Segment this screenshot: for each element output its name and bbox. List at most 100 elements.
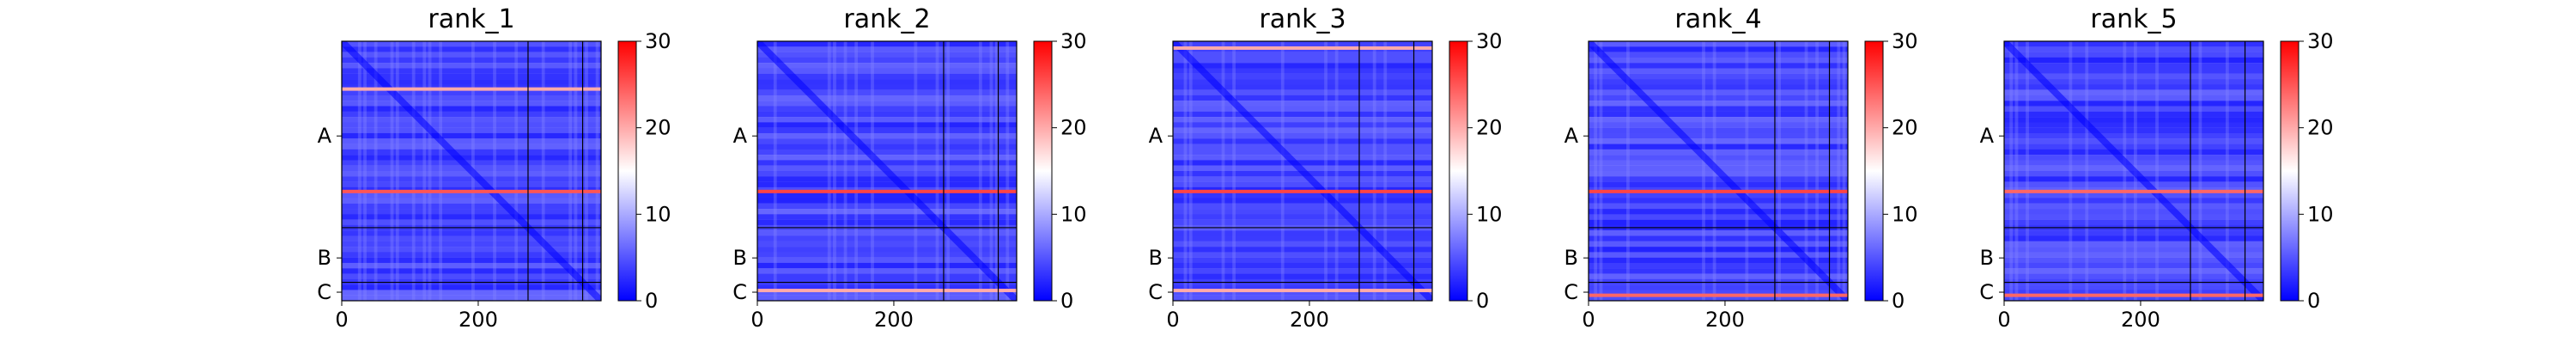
heatmap-row-band — [2004, 198, 2263, 204]
heatmap-row-band — [1589, 127, 1848, 134]
heatmap-row-band — [757, 106, 1017, 112]
heatmap-col-band — [773, 41, 777, 301]
y-tick-label: C — [1979, 280, 1994, 304]
y-tick-label: C — [732, 280, 747, 304]
heatmap-row-band — [1589, 149, 1848, 156]
heatmap-row-band — [2004, 203, 2263, 210]
heatmap-row-band — [1173, 111, 1432, 118]
heatmap-row-band — [1173, 127, 1432, 134]
heatmap-plot — [757, 41, 1017, 301]
heatmap-col-band — [2085, 41, 2089, 301]
heatmap-col-band — [843, 41, 848, 301]
heatmap-row-band — [1589, 181, 1848, 188]
heatmap-row-band — [342, 52, 601, 58]
x-tick-label: 0 — [1997, 308, 2010, 332]
heatmap-col-band — [1777, 41, 1781, 301]
heatmap-row-band — [342, 230, 601, 236]
heatmap-row-band — [757, 117, 1017, 123]
heatmap-row-band — [342, 176, 601, 182]
heatmap-row-band — [1173, 241, 1432, 247]
heatmap-row-band — [1173, 79, 1432, 85]
colorbar-tick-label: 10 — [2307, 202, 2334, 226]
heatmap-row-band — [2004, 209, 2263, 215]
heatmap-row-band — [2004, 192, 2263, 198]
colorbar-tick-label: 20 — [1476, 116, 1503, 140]
heatmap-row-band — [1589, 160, 1848, 166]
heatmap-row-band — [1173, 122, 1432, 128]
heatmap-row-band — [757, 252, 1017, 258]
heatmap-row-band — [1173, 262, 1432, 269]
heatmap-row-band — [2004, 273, 2263, 279]
heatmap-row-band — [1589, 63, 1848, 69]
heatmap-col-band — [357, 41, 361, 301]
heatmap-row-band — [1589, 106, 1848, 112]
heatmap-col-band — [914, 41, 918, 301]
heatmap-diagonal — [342, 41, 601, 301]
heatmap-row-band — [757, 262, 1017, 269]
heatmap-row-band — [757, 181, 1017, 188]
heatmap-row-band — [757, 84, 1017, 90]
heatmap-row-band — [1589, 268, 1848, 274]
heatmap-row-band — [1173, 284, 1432, 290]
heatmap-row-band — [342, 203, 601, 210]
x-tick-label: 0 — [750, 308, 763, 332]
heatmap-row-band — [2004, 143, 2263, 150]
heatmap-row-band — [2004, 95, 2263, 101]
heatmap-row-band — [1589, 57, 1848, 64]
heatmap-row-band — [1173, 203, 1432, 210]
y-tick-label: B — [1564, 246, 1578, 270]
chart-title: rank_2 — [843, 4, 930, 34]
heatmap-row-band — [1589, 247, 1848, 253]
heatmap-col-band — [595, 41, 599, 301]
heatmap-row-band — [2004, 138, 2263, 144]
colorbar-tick-label: 30 — [645, 29, 671, 53]
heatmap-col-band — [946, 41, 950, 301]
x-tick-label: 200 — [459, 308, 498, 332]
colorbar-tick-label: 10 — [1476, 202, 1503, 226]
y-tick-label: A — [733, 124, 748, 148]
heatmap-row-band — [1589, 192, 1848, 198]
heatmap-highlight-row — [1173, 289, 1432, 293]
heatmap-row-band — [342, 257, 601, 264]
chart-title: rank_1 — [428, 4, 514, 34]
heatmap-row-band — [1173, 95, 1432, 101]
heatmap-row-band — [2004, 214, 2263, 220]
x-tick-label: 0 — [335, 308, 348, 332]
plot-frame — [1172, 40, 1433, 302]
heatmap-row-band — [342, 235, 601, 241]
heatmap-row-band — [1173, 149, 1432, 156]
colorbar-tick-label: 20 — [1060, 116, 1087, 140]
y-tick-label: A — [318, 124, 332, 148]
heatmap-row-band — [2004, 181, 2263, 188]
heatmap-row-band — [1173, 101, 1432, 107]
heatmap-plot — [1589, 41, 1848, 301]
heatmap-row-band — [1589, 262, 1848, 269]
heatmap-col-band — [833, 41, 836, 301]
heatmap-highlight-row — [342, 87, 601, 91]
heatmap-row-band — [2004, 155, 2263, 161]
y-tick-label: C — [317, 280, 331, 304]
colorbar-tick-label: 30 — [1892, 29, 1918, 53]
heatmap-plot — [1173, 41, 1432, 301]
heatmap-row-band — [342, 89, 601, 96]
heatmap-row-band — [757, 257, 1017, 264]
heatmap-row-band — [1589, 257, 1848, 264]
heatmap-col-band — [374, 41, 378, 301]
heatmap-col-band — [1383, 41, 1388, 301]
heatmap-col-band — [395, 41, 399, 301]
heatmap-row-band — [757, 41, 1017, 47]
plot-frame — [1588, 40, 1849, 302]
heatmap-row-band — [1589, 273, 1848, 279]
heatmap-row-band — [2004, 79, 2263, 85]
heatmap-row-band — [1589, 198, 1848, 204]
heatmap-col-band — [1334, 41, 1339, 301]
heatmap-col-band — [827, 41, 831, 301]
x-tick-label: 200 — [874, 308, 914, 332]
heatmap-row-band — [2004, 57, 2263, 64]
colorbar — [1864, 40, 1884, 302]
heatmap-row-band — [1173, 138, 1432, 144]
heatmap-row-band — [757, 268, 1017, 274]
x-tick-label: 200 — [1290, 308, 1329, 332]
heatmap-row-band — [2004, 73, 2263, 80]
